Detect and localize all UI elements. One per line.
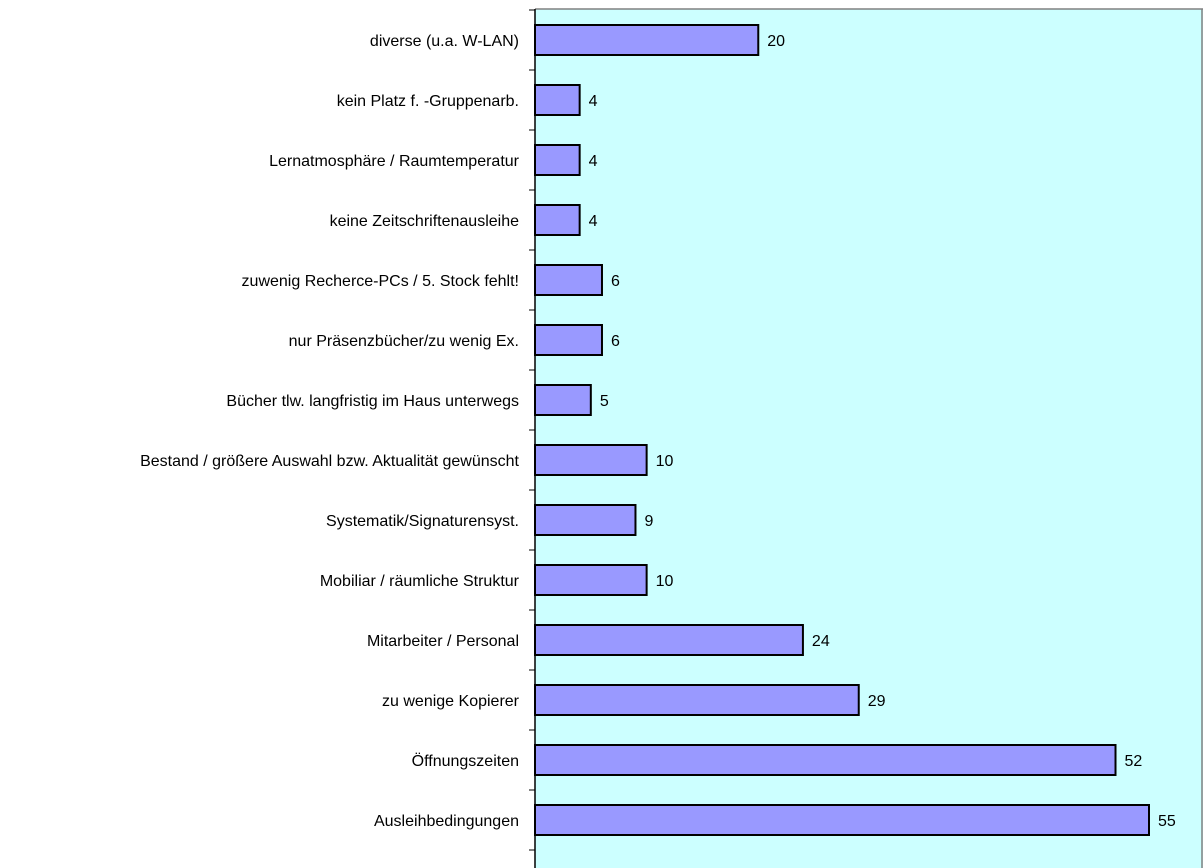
value-label: 6 [611, 333, 620, 350]
bar [534, 84, 581, 116]
bar [534, 144, 581, 176]
value-label: 20 [767, 33, 785, 50]
value-label: 52 [1125, 753, 1143, 770]
category-label: kein Platz f. -Gruppenarb. [337, 93, 519, 110]
category-label: zu wenige Kopierer [382, 693, 520, 710]
value-label: 29 [868, 693, 886, 710]
bar [534, 804, 1150, 836]
category-label: Ausleihbedingungen [374, 813, 519, 830]
bar [534, 384, 592, 416]
value-label: 9 [644, 513, 653, 530]
category-axis [529, 9, 536, 868]
bar [534, 744, 1117, 776]
bar [534, 204, 581, 236]
value-label: 4 [589, 153, 598, 170]
category-label: Mobiliar / räumliche Struktur [320, 573, 520, 590]
value-label: 24 [812, 633, 830, 650]
bar [534, 624, 804, 656]
value-label: 6 [611, 273, 620, 290]
category-label: Bestand / größere Auswahl bzw. Aktualitä… [140, 453, 519, 470]
category-label: Öffnungszeiten [412, 752, 519, 770]
labels-layer: diverse (u.a. W-LAN) 20 kein Platz f. -Gru… [140, 33, 1176, 830]
value-label: 4 [589, 93, 598, 110]
bar [534, 24, 760, 56]
value-label: 4 [589, 213, 598, 230]
category-label: Mitarbeiter / Personal [367, 633, 519, 650]
bars-layer [534, 24, 1150, 836]
value-label: 10 [656, 453, 674, 470]
bar [534, 504, 637, 536]
category-label: Lernatmosphäre / Raumtemperatur [269, 153, 520, 170]
category-label: Systematik/Signaturensyst. [326, 513, 519, 530]
value-label: 55 [1158, 813, 1176, 830]
category-label: keine Zeitschriftenausleihe [330, 213, 520, 230]
bar [534, 264, 603, 296]
category-label: Bücher tlw. langfristig im Haus unterweg… [226, 393, 519, 410]
category-label: zuwenig Recherce-PCs / 5. Stock fehlt! [242, 273, 519, 290]
value-label: 5 [600, 393, 609, 410]
value-label: 10 [656, 573, 674, 590]
bar [534, 324, 603, 356]
bar [534, 684, 860, 716]
category-label: diverse (u.a. W-LAN) [370, 33, 519, 50]
bar [534, 564, 648, 596]
category-label: nur Präsenzbücher/zu wenig Ex. [289, 333, 519, 350]
bar [534, 444, 648, 476]
plot-area [535, 9, 1203, 868]
